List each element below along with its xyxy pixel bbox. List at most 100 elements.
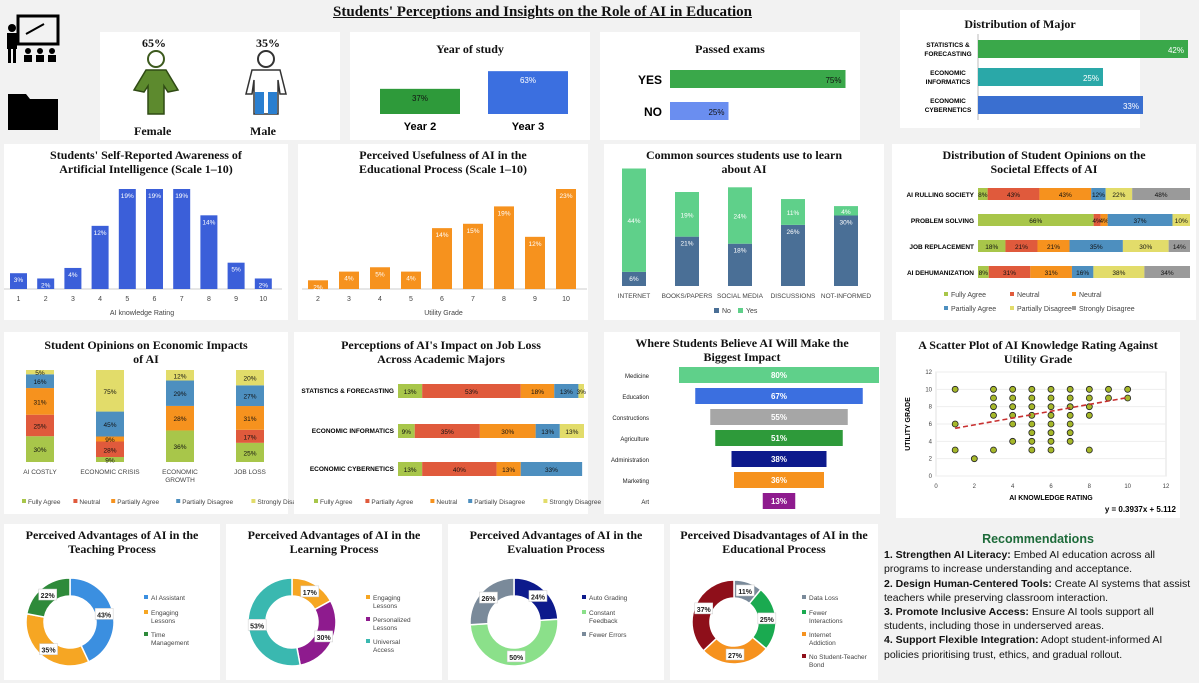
- x-tick: 6: [1049, 484, 1053, 490]
- bar: [401, 271, 421, 289]
- societal-label: 31%: [1003, 270, 1016, 277]
- scatter-point: [951, 385, 959, 393]
- legend-swatch: [430, 499, 435, 503]
- axis-label: AI knowledge Rating: [110, 310, 174, 317]
- axis-label: Utility Grade: [424, 310, 463, 317]
- legend-swatch: [582, 632, 586, 636]
- economic-label: 75%: [103, 389, 116, 396]
- exams-category: NO: [644, 105, 662, 119]
- impact-category: Administration: [611, 458, 649, 464]
- societal-bar: [1039, 188, 1092, 200]
- bar-label: 19%: [175, 193, 188, 200]
- exams-bar: [670, 70, 846, 88]
- impact-panel: Where Students Believe AI Will Make the …: [604, 332, 880, 514]
- bar-label: 5%: [375, 271, 385, 278]
- economic-label: 17%: [243, 434, 256, 441]
- sources-category: DISCUSSIONS: [771, 293, 816, 300]
- tick-label: 5: [409, 296, 413, 303]
- sources-panel: Common sources students use to learn abo…: [604, 144, 884, 320]
- jobloss-bar: [398, 424, 415, 438]
- impact-bar: [731, 451, 827, 467]
- exams-chart: 75% YES 25% NO: [638, 70, 846, 120]
- bar: [10, 273, 27, 289]
- jobloss-bar: [559, 424, 584, 438]
- jobloss-label: 13%: [541, 429, 554, 436]
- jobloss-label: 13%: [404, 467, 417, 474]
- tick-label: 9: [234, 296, 238, 303]
- tick-label: 8: [207, 296, 211, 303]
- impact-bar: [695, 388, 863, 404]
- donut-label-box: [479, 591, 498, 604]
- usefulness-chart: 2% 2 4% 3 5% 4 4% 5 14% 6 15% 7 19% 8 12% 9 23% 10 Utility…: [302, 189, 587, 317]
- sources-no-label: 6%: [629, 276, 639, 283]
- scatter-point: [1047, 385, 1055, 393]
- economic-bar: [96, 436, 124, 442]
- male-label: Male: [250, 124, 276, 138]
- y-tick: 2: [929, 457, 933, 463]
- learning-title: Perceived Advantages of AI in the Learni…: [247, 528, 421, 556]
- trend-line: [955, 396, 1128, 430]
- societal-label: 18%: [985, 244, 998, 251]
- bar: [91, 225, 109, 289]
- year-bar: [380, 88, 460, 114]
- y-tick: 10: [925, 387, 932, 393]
- x-tick: 10: [1124, 484, 1131, 490]
- societal-category: AI DEHUMANIZATION: [907, 270, 974, 277]
- sources-no-bar: [728, 243, 752, 286]
- major-chart: 42% STATISTICS & FORECASTING 25% ECONOMIC INF…: [924, 34, 1188, 120]
- sources-category: SOCIAL MEDIA: [717, 293, 764, 300]
- jobloss-category: STATISTICS & FORECASTING: [301, 388, 394, 395]
- sources-yes-bar: [622, 168, 646, 272]
- y-tick: 12: [925, 370, 932, 376]
- scatter-point: [970, 455, 978, 463]
- scatter-point: [990, 411, 997, 419]
- scatter-point: [1028, 394, 1036, 402]
- legend-label: Constant: [589, 610, 615, 617]
- economic-label: 45%: [103, 422, 116, 429]
- jobloss-label: 33%: [545, 467, 558, 474]
- learning-chart: 17%30%53%EngagingLessonsPersonalizedLess…: [247, 577, 411, 667]
- legend-swatch: [1010, 292, 1014, 296]
- economic-bar: [166, 380, 194, 406]
- major-category: FORECASTING: [924, 51, 971, 58]
- exams-category: YES: [638, 73, 662, 87]
- jobloss-category: ECONOMIC CYBERNETICS: [310, 466, 395, 473]
- legend-label: Partially Agree: [117, 499, 159, 506]
- legend-swatch: [1072, 292, 1076, 296]
- bar: [118, 189, 136, 289]
- economic-label: 29%: [173, 391, 186, 398]
- societal-label: 34%: [1161, 270, 1174, 277]
- legend-label: Addiction: [809, 640, 836, 647]
- economic-label: 31%: [33, 399, 46, 406]
- impact-category: Art: [641, 500, 649, 506]
- recommendation-item: 1. Strengthen AI Literacy: Embed AI educ…: [884, 549, 1155, 576]
- scatter-point: [990, 403, 997, 411]
- sources-title: Common sources students use to learn abo…: [645, 148, 843, 176]
- tick-label: 1: [17, 296, 21, 303]
- societal-bar: [1107, 214, 1173, 226]
- societal-label: 43%: [1007, 192, 1020, 199]
- bar-label: 3%: [14, 277, 24, 284]
- y-tick: 4: [929, 439, 933, 445]
- y-axis-label: UTILITY GRADE: [905, 397, 912, 451]
- impact-category: Education: [622, 395, 649, 401]
- legend-swatch: [366, 639, 370, 643]
- economic-label: 5%: [35, 370, 45, 377]
- jobloss-label: 35%: [441, 429, 454, 436]
- economic-label: 28%: [173, 416, 186, 423]
- female-figure-icon: [132, 50, 180, 115]
- legend-label: Strongly Disagree: [549, 499, 601, 506]
- donut-label-box: [725, 648, 745, 661]
- societal-label: 8%: [979, 270, 989, 277]
- bar-label: 12%: [94, 230, 107, 237]
- x-tick: 12: [1163, 484, 1170, 490]
- legend-swatch: [738, 308, 743, 313]
- donut-label-box: [694, 602, 713, 615]
- tick-label: 6: [153, 296, 157, 303]
- legend-swatch: [543, 499, 548, 503]
- scatter-point: [990, 385, 997, 393]
- sources-no-bar: [781, 224, 805, 286]
- exams-panel: Passed exams 75% YES 25% NO: [600, 32, 860, 140]
- equation: y = 0.3937x + 5.112: [1105, 505, 1177, 514]
- economic-bar: [26, 388, 54, 415]
